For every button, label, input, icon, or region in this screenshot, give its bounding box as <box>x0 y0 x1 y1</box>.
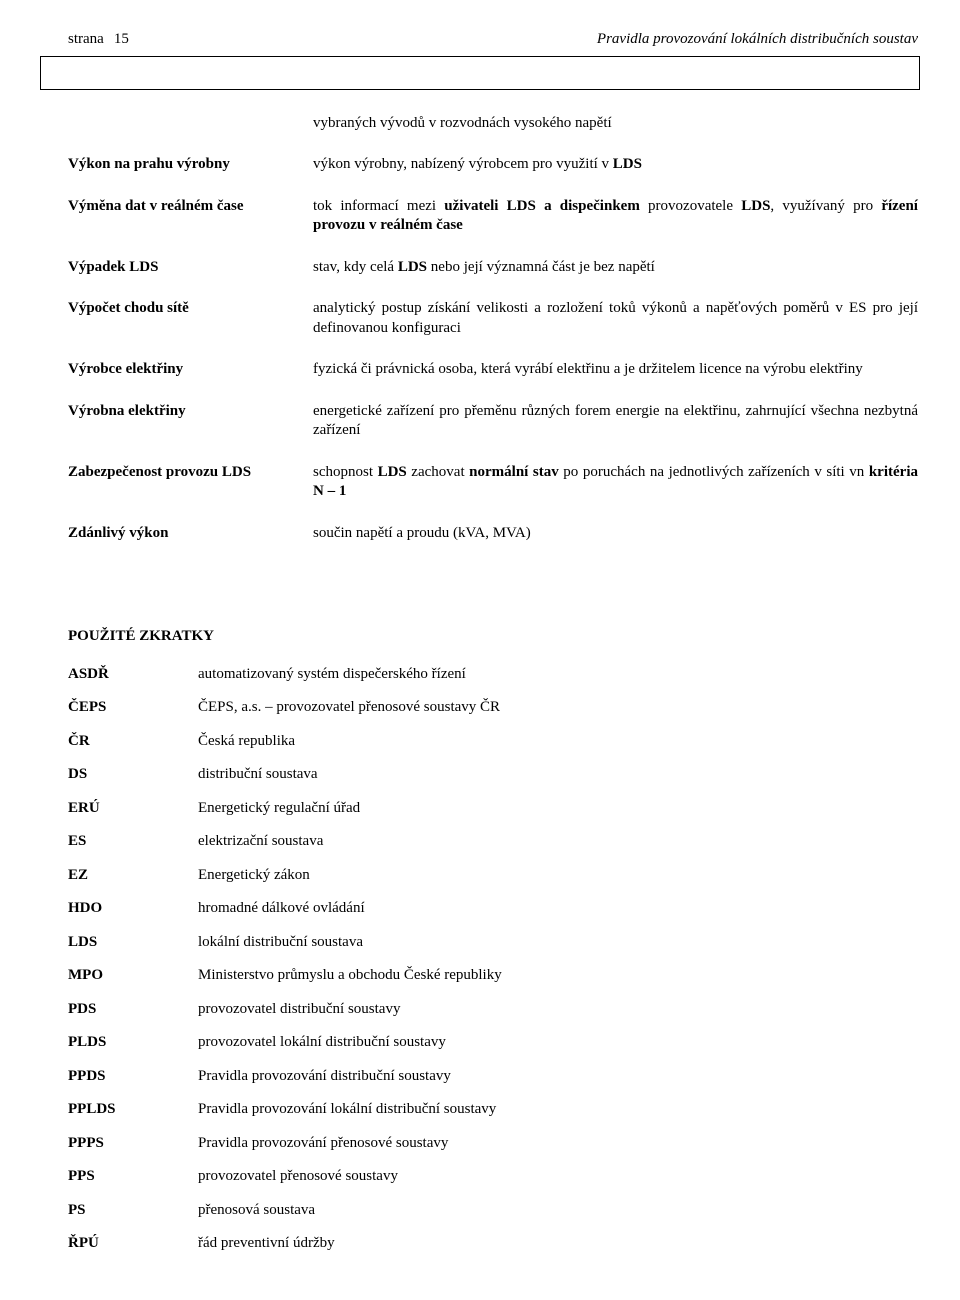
abbreviation-expansion: provozovatel přenosové soustavy <box>198 1167 918 1187</box>
abbreviation: HDO <box>68 899 198 919</box>
definition-description: fyzická či právnická osoba, která vyrábí… <box>313 360 918 380</box>
header-rule-box <box>40 56 920 90</box>
bold-term: uživateli LDS a dispečinkem <box>444 198 640 214</box>
header-left: strana 15 <box>68 30 129 50</box>
abbreviation-expansion: provozovatel lokální distribuční soustav… <box>198 1033 918 1053</box>
abbreviation-expansion: provozovatel distribuční soustavy <box>198 1000 918 1020</box>
definition-term: Výměna dat v reálném čase <box>68 197 313 236</box>
abbreviation-expansion: Energetický zákon <box>198 866 918 886</box>
definition-description: součin napětí a proudu (kVA, MVA) <box>313 524 918 544</box>
definitions-list: Výkon na prahu výrobnyvýkon výrobny, nab… <box>68 155 918 543</box>
abbreviation: ŘPÚ <box>68 1234 198 1254</box>
page-number: 15 <box>114 30 129 50</box>
abbreviation-expansion: Pravidla provozování distribuční soustav… <box>198 1067 918 1087</box>
page-header: strana 15 Pravidla provozování lokálních… <box>68 30 918 50</box>
abbreviation-expansion: řád preventivní údržby <box>198 1234 918 1254</box>
abbreviation: PDS <box>68 1000 198 1020</box>
abbreviations-list: ASDŘautomatizovaný systém dispečerského … <box>68 665 918 1254</box>
bold-term: LDS <box>613 156 642 172</box>
definition-description: analytický postup získání velikosti a ro… <box>313 299 918 338</box>
definition-term: Výkon na prahu výrobny <box>68 155 313 175</box>
abbreviation: PPDS <box>68 1067 198 1087</box>
abbreviation: ES <box>68 832 198 852</box>
abbreviation: ERÚ <box>68 799 198 819</box>
definition-term: Výrobce elektřiny <box>68 360 313 380</box>
abbreviation-expansion: hromadné dálkové ovládání <box>198 899 918 919</box>
definition-description: stav, kdy celá LDS nebo její významná čá… <box>313 258 918 278</box>
abbreviation: ASDŘ <box>68 665 198 685</box>
intro-continuation: vybraných vývodů v rozvodnách vysokého n… <box>68 114 918 134</box>
abbreviation-expansion: ČEPS, a.s. – provozovatel přenosové sous… <box>198 698 918 718</box>
abbreviation-expansion: distribuční soustava <box>198 765 918 785</box>
abbreviation: LDS <box>68 933 198 953</box>
abbr-section-title: POUŽITÉ ZKRATKY <box>68 627 918 647</box>
abbreviation: ČEPS <box>68 698 198 718</box>
definition-description: tok informací mezi uživateli LDS a dispe… <box>313 197 918 236</box>
abbreviation: PPPS <box>68 1134 198 1154</box>
abbreviation: EZ <box>68 866 198 886</box>
abbreviation: PLDS <box>68 1033 198 1053</box>
abbreviation: PPS <box>68 1167 198 1187</box>
bold-term: normální stav <box>469 464 559 480</box>
definition-description: schopnost LDS zachovat normální stav po … <box>313 463 918 502</box>
definition-term: Výpadek LDS <box>68 258 313 278</box>
abbreviation: ČR <box>68 732 198 752</box>
abbreviation: PS <box>68 1201 198 1221</box>
definition-term: Zabezpečenost provozu LDS <box>68 463 313 502</box>
abbreviation: PPLDS <box>68 1100 198 1120</box>
bold-term: LDS <box>378 464 407 480</box>
abbreviation-expansion: lokální distribuční soustava <box>198 933 918 953</box>
strana-label: strana <box>68 30 104 50</box>
definition-term: Výpočet chodu sítě <box>68 299 313 338</box>
abbreviation-expansion: přenosová soustava <box>198 1201 918 1221</box>
doc-title: Pravidla provozování lokálních distribuč… <box>597 30 918 50</box>
abbreviation-expansion: Česká republika <box>198 732 918 752</box>
definition-term: Zdánlivý výkon <box>68 524 313 544</box>
bold-term: LDS <box>398 259 427 275</box>
definition-description: energetické zařízení pro přeměnu různých… <box>313 402 918 441</box>
bold-term: LDS <box>741 198 770 214</box>
abbreviation: DS <box>68 765 198 785</box>
abbreviation-expansion: Pravidla provozování přenosové soustavy <box>198 1134 918 1154</box>
definition-description: výkon výrobny, nabízený výrobcem pro vyu… <box>313 155 918 175</box>
abbreviation: MPO <box>68 966 198 986</box>
definition-term: Výrobna elektřiny <box>68 402 313 441</box>
abbreviation-expansion: automatizovaný systém dispečerského říze… <box>198 665 918 685</box>
abbreviation-expansion: elektrizační soustava <box>198 832 918 852</box>
abbreviation-expansion: Ministerstvo průmyslu a obchodu České re… <box>198 966 918 986</box>
abbreviation-expansion: Pravidla provozování lokální distribuční… <box>198 1100 918 1120</box>
abbreviation-expansion: Energetický regulační úřad <box>198 799 918 819</box>
